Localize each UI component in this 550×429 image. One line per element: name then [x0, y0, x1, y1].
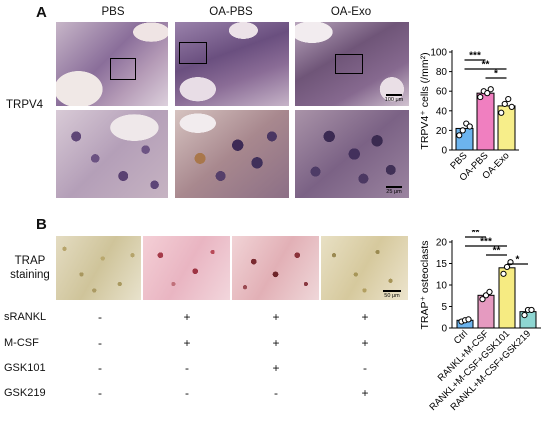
data-point [501, 100, 508, 108]
panel-b-letter: B [36, 216, 47, 233]
treatment-label: GSK219 [4, 387, 46, 399]
treatment-sign: + [361, 310, 369, 324]
y-axis-label: TRAP⁺ osteoclasts [419, 241, 431, 330]
significance-label: ** [482, 60, 490, 71]
treatment-sign: + [272, 361, 280, 375]
y-tick-label: 60 [436, 87, 448, 98]
scale-bar-25um: 25 μm [381, 186, 407, 195]
data-point [466, 123, 473, 130]
treatment-sign: + [361, 386, 369, 400]
treatment-sign: - [98, 386, 102, 400]
treatment-label: M-CSF [4, 337, 39, 349]
data-point [500, 270, 507, 277]
micrograph-trap-gsk219: 50 μm [321, 236, 408, 300]
treatment-sign: + [361, 336, 369, 350]
micrograph-trap-gsk101 [232, 236, 319, 300]
treatment-sign: + [183, 310, 191, 324]
y-tick-label: 40 [436, 106, 448, 117]
data-point [487, 86, 494, 93]
treatment-sign: - [185, 361, 189, 375]
y-tick-label: 5 [441, 302, 447, 313]
y-tick-label: 20 [436, 238, 448, 249]
y-tick-label: 10 [436, 281, 448, 292]
treatment-sign: + [272, 310, 280, 324]
micrograph-oa-pbs-high [175, 110, 289, 198]
row-label-trap-staining: TRAP staining [10, 254, 50, 282]
bar [476, 92, 495, 151]
bar [498, 267, 516, 329]
scale-bar-50um: 50 μm [379, 290, 405, 299]
micrograph-trap-ctrl [56, 236, 141, 300]
y-tick-label: 0 [441, 324, 447, 335]
treatment-label: sRANKL [4, 311, 47, 323]
data-point [503, 263, 511, 271]
row-label-trpv4: TRPV4 [6, 99, 44, 111]
data-point [528, 306, 535, 314]
significance-label: * [494, 69, 498, 80]
treatment-sign: - [98, 361, 102, 375]
significance-label: ** [472, 230, 480, 239]
panel-a-letter: A [36, 4, 47, 21]
chart-trap-osteoclasts: TRAP⁺ osteoclasts 05101520CtrlRANKL+M-CSF… [419, 230, 541, 413]
column-label-oa-exo: OA-Exo [330, 6, 372, 18]
data-point [477, 93, 484, 101]
chart-trpv4-cells: TRPV4⁺ cells (/mm²)020406080100PBSOA-PBS… [419, 48, 519, 184]
data-point [521, 312, 528, 319]
y-tick-label: 20 [436, 126, 448, 137]
treatment-sign: - [98, 310, 102, 324]
data-point [459, 127, 466, 134]
y-tick-label: 0 [441, 146, 447, 157]
column-label-oa-pbs: OA-PBS [209, 6, 253, 18]
row-label-line1: TRAP [14, 255, 46, 267]
data-point [505, 95, 512, 103]
y-tick-label: 15 [436, 259, 448, 270]
treatment-sign: - [363, 361, 367, 375]
significance-label: *** [469, 51, 481, 62]
data-point [456, 132, 463, 139]
micrograph-oa-exo-low: 100 μm [295, 22, 409, 106]
treatment-sign: + [183, 336, 191, 350]
micrograph-pbs-low [56, 22, 168, 106]
micrograph-oa-exo-high: 25 μm [295, 110, 409, 198]
y-tick-label: 80 [436, 67, 448, 78]
treatment-sign: - [274, 386, 278, 400]
column-label-pbs: PBS [101, 6, 125, 18]
significance-label: *** [480, 237, 492, 248]
inset-box [179, 42, 207, 64]
micrograph-pbs-high [56, 110, 168, 198]
y-tick-label: 100 [430, 48, 447, 59]
row-label-line2: staining [10, 269, 50, 281]
data-point [465, 316, 472, 323]
data-point [486, 288, 493, 295]
data-point [508, 103, 515, 110]
significance-label: ** [493, 246, 501, 257]
micrograph-trap-rankl-mcsf [143, 236, 230, 300]
y-axis-label: TRPV4⁺ cells (/mm²) [419, 52, 431, 149]
scale-bar-100um: 100 μm [381, 94, 407, 103]
inset-box [335, 54, 363, 74]
data-point [498, 109, 505, 116]
inset-box [110, 58, 136, 80]
treatment-sign: - [185, 386, 189, 400]
significance-label: * [516, 255, 520, 266]
treatment-label: GSK101 [4, 362, 46, 374]
treatment-sign: - [98, 336, 102, 350]
data-point [479, 296, 486, 303]
micrograph-oa-pbs-low [175, 22, 289, 106]
treatment-sign: + [272, 336, 280, 350]
data-point [484, 90, 491, 97]
